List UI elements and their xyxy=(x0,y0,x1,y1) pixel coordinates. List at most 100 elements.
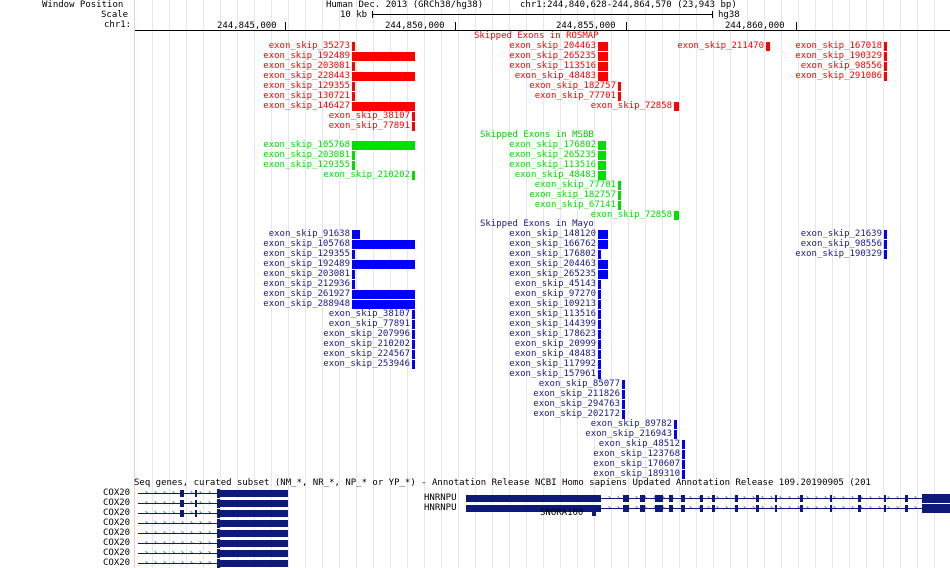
rosmap-exon-label[interactable]: exon_skip_35273 xyxy=(268,41,350,51)
mayo-exon-label[interactable]: exon_skip_38107 xyxy=(328,309,410,319)
msbb-exon-label[interactable]: exon_skip_176802 xyxy=(509,140,596,150)
mayo-exon-label[interactable]: exon_skip_204463 xyxy=(509,259,596,269)
rosmap-exon-label[interactable]: exon_skip_211470 xyxy=(677,41,764,51)
msbb-exon-bar[interactable] xyxy=(352,161,355,170)
msbb-exon-bar[interactable] xyxy=(618,181,621,190)
mayo-exon-bar[interactable] xyxy=(598,250,601,259)
mayo-exon-bar[interactable] xyxy=(598,280,601,289)
mayo-exon-label[interactable]: exon_skip_265235 xyxy=(509,269,596,279)
mayo-exon-label[interactable]: exon_skip_170607 xyxy=(593,459,680,469)
rosmap-exon-label[interactable]: exon_skip_38107 xyxy=(328,111,410,121)
rosmap-exon-label[interactable]: exon_skip_228443 xyxy=(263,71,350,81)
mayo-exon-bar[interactable] xyxy=(412,320,415,329)
rosmap-exon-label[interactable]: exon_skip_77891 xyxy=(328,121,410,131)
msbb-exon-bar[interactable] xyxy=(618,201,621,210)
mayo-exon-bar[interactable] xyxy=(352,250,355,259)
mayo-exon-label[interactable]: exon_skip_98556 xyxy=(800,239,882,249)
gene-label-cox20[interactable]: COX20 xyxy=(103,508,131,518)
gene-label-cox20[interactable]: COX20 xyxy=(103,528,131,538)
msbb-exon-label[interactable]: exon_skip_182757 xyxy=(529,190,616,200)
rosmap-exon-bar[interactable] xyxy=(598,42,608,51)
mayo-exon-bar[interactable] xyxy=(598,310,601,319)
rosmap-exon-label[interactable]: exon_skip_146427 xyxy=(263,101,350,111)
gene-label-cox20[interactable]: COX20 xyxy=(103,498,131,508)
rosmap-exon-label[interactable]: exon_skip_182757 xyxy=(529,81,616,91)
rosmap-exon-bar[interactable] xyxy=(766,42,770,51)
msbb-exon-bar[interactable] xyxy=(352,151,355,160)
gene-label-cox20[interactable]: COX20 xyxy=(103,548,131,558)
gene-label-snora100[interactable]: SNORA100 xyxy=(540,508,584,518)
mayo-exon-bar[interactable] xyxy=(622,400,625,409)
mayo-exon-label[interactable]: exon_skip_178623 xyxy=(509,329,596,339)
msbb-exon-bar[interactable] xyxy=(674,211,679,220)
rosmap-exon-label[interactable]: exon_skip_291086 xyxy=(795,71,882,81)
mayo-exon-bar[interactable] xyxy=(674,430,677,439)
mayo-exon-label[interactable]: exon_skip_224567 xyxy=(323,349,410,359)
mayo-exon-bar[interactable] xyxy=(352,230,360,239)
msbb-exon-label[interactable]: exon_skip_265235 xyxy=(509,150,596,160)
rosmap-exon-label[interactable]: exon_skip_190329 xyxy=(795,51,882,61)
rosmap-exon-bar[interactable] xyxy=(352,102,415,111)
rosmap-exon-bar[interactable] xyxy=(598,72,608,81)
gene-label-cox20[interactable]: COX20 xyxy=(103,558,131,568)
mayo-exon-label[interactable]: exon_skip_190329 xyxy=(795,249,882,259)
mayo-exon-label[interactable]: exon_skip_288948 xyxy=(263,299,350,309)
rosmap-exon-bar[interactable] xyxy=(618,82,621,91)
mayo-exon-label[interactable]: exon_skip_176802 xyxy=(509,249,596,259)
mayo-exon-label[interactable]: exon_skip_113516 xyxy=(509,309,596,319)
rosmap-exon-bar[interactable] xyxy=(352,52,415,61)
mayo-exon-bar[interactable] xyxy=(598,260,608,269)
mayo-exon-bar[interactable] xyxy=(598,320,601,329)
rosmap-exon-bar[interactable] xyxy=(352,62,355,71)
rosmap-exon-label[interactable]: exon_skip_265235 xyxy=(509,51,596,61)
mayo-exon-bar[interactable] xyxy=(352,300,415,309)
mayo-exon-label[interactable]: exon_skip_212936 xyxy=(263,279,350,289)
mayo-exon-bar[interactable] xyxy=(598,360,601,369)
rosmap-exon-bar[interactable] xyxy=(884,52,887,61)
mayo-exon-bar[interactable] xyxy=(598,350,601,359)
mayo-exon-bar[interactable] xyxy=(412,310,415,319)
msbb-exon-label[interactable]: exon_skip_210202 xyxy=(323,170,410,180)
gene-label-cox20[interactable]: COX20 xyxy=(103,488,131,498)
mayo-exon-bar[interactable] xyxy=(598,300,601,309)
mayo-exon-bar[interactable] xyxy=(598,330,601,339)
mayo-exon-label[interactable]: exon_skip_21639 xyxy=(800,229,882,239)
rosmap-exon-label[interactable]: exon_skip_192489 xyxy=(263,51,350,61)
mayo-exon-label[interactable]: exon_skip_203081 xyxy=(263,269,350,279)
mayo-exon-label[interactable]: exon_skip_97270 xyxy=(514,289,596,299)
mayo-exon-label[interactable]: exon_skip_48483 xyxy=(514,349,596,359)
msbb-exon-label[interactable]: exon_skip_129355 xyxy=(263,160,350,170)
mayo-exon-label[interactable]: exon_skip_211826 xyxy=(533,389,620,399)
mayo-exon-label[interactable]: exon_skip_89782 xyxy=(590,419,672,429)
mayo-exon-bar[interactable] xyxy=(884,240,887,249)
msbb-exon-label[interactable]: exon_skip_203081 xyxy=(263,150,350,160)
rosmap-exon-bar[interactable] xyxy=(352,42,355,51)
mayo-exon-label[interactable]: exon_skip_148120 xyxy=(509,229,596,239)
mayo-exon-label[interactable]: exon_skip_144399 xyxy=(509,319,596,329)
rosmap-exon-label[interactable]: exon_skip_98556 xyxy=(800,61,882,71)
mayo-exon-label[interactable]: exon_skip_189310 xyxy=(593,469,680,479)
rosmap-exon-bar[interactable] xyxy=(598,62,608,71)
msbb-exon-label[interactable]: exon_skip_113516 xyxy=(509,160,596,170)
gene-label-cox20[interactable]: COX20 xyxy=(103,538,131,548)
rosmap-exon-bar[interactable] xyxy=(412,112,415,121)
mayo-exon-label[interactable]: exon_skip_157961 xyxy=(509,369,596,379)
msbb-exon-label[interactable]: exon_skip_72858 xyxy=(590,210,672,220)
mayo-exon-bar[interactable] xyxy=(674,420,677,429)
rosmap-exon-label[interactable]: exon_skip_48483 xyxy=(514,71,596,81)
mayo-exon-bar[interactable] xyxy=(598,290,601,299)
mayo-exon-bar[interactable] xyxy=(412,330,415,339)
rosmap-exon-label[interactable]: exon_skip_130721 xyxy=(263,91,350,101)
msbb-exon-bar[interactable] xyxy=(598,171,606,180)
mayo-exon-bar[interactable] xyxy=(682,440,685,449)
msbb-exon-bar[interactable] xyxy=(598,161,606,170)
mayo-exon-label[interactable]: exon_skip_207996 xyxy=(323,329,410,339)
msbb-exon-bar[interactable] xyxy=(618,191,621,200)
mayo-exon-bar[interactable] xyxy=(622,410,625,419)
rosmap-exon-bar[interactable] xyxy=(598,52,608,61)
msbb-exon-label[interactable]: exon_skip_48483 xyxy=(514,170,596,180)
mayo-exon-bar[interactable] xyxy=(884,230,887,239)
mayo-exon-bar[interactable] xyxy=(598,270,608,279)
rosmap-exon-bar[interactable] xyxy=(352,92,355,101)
msbb-exon-bar[interactable] xyxy=(598,151,606,160)
